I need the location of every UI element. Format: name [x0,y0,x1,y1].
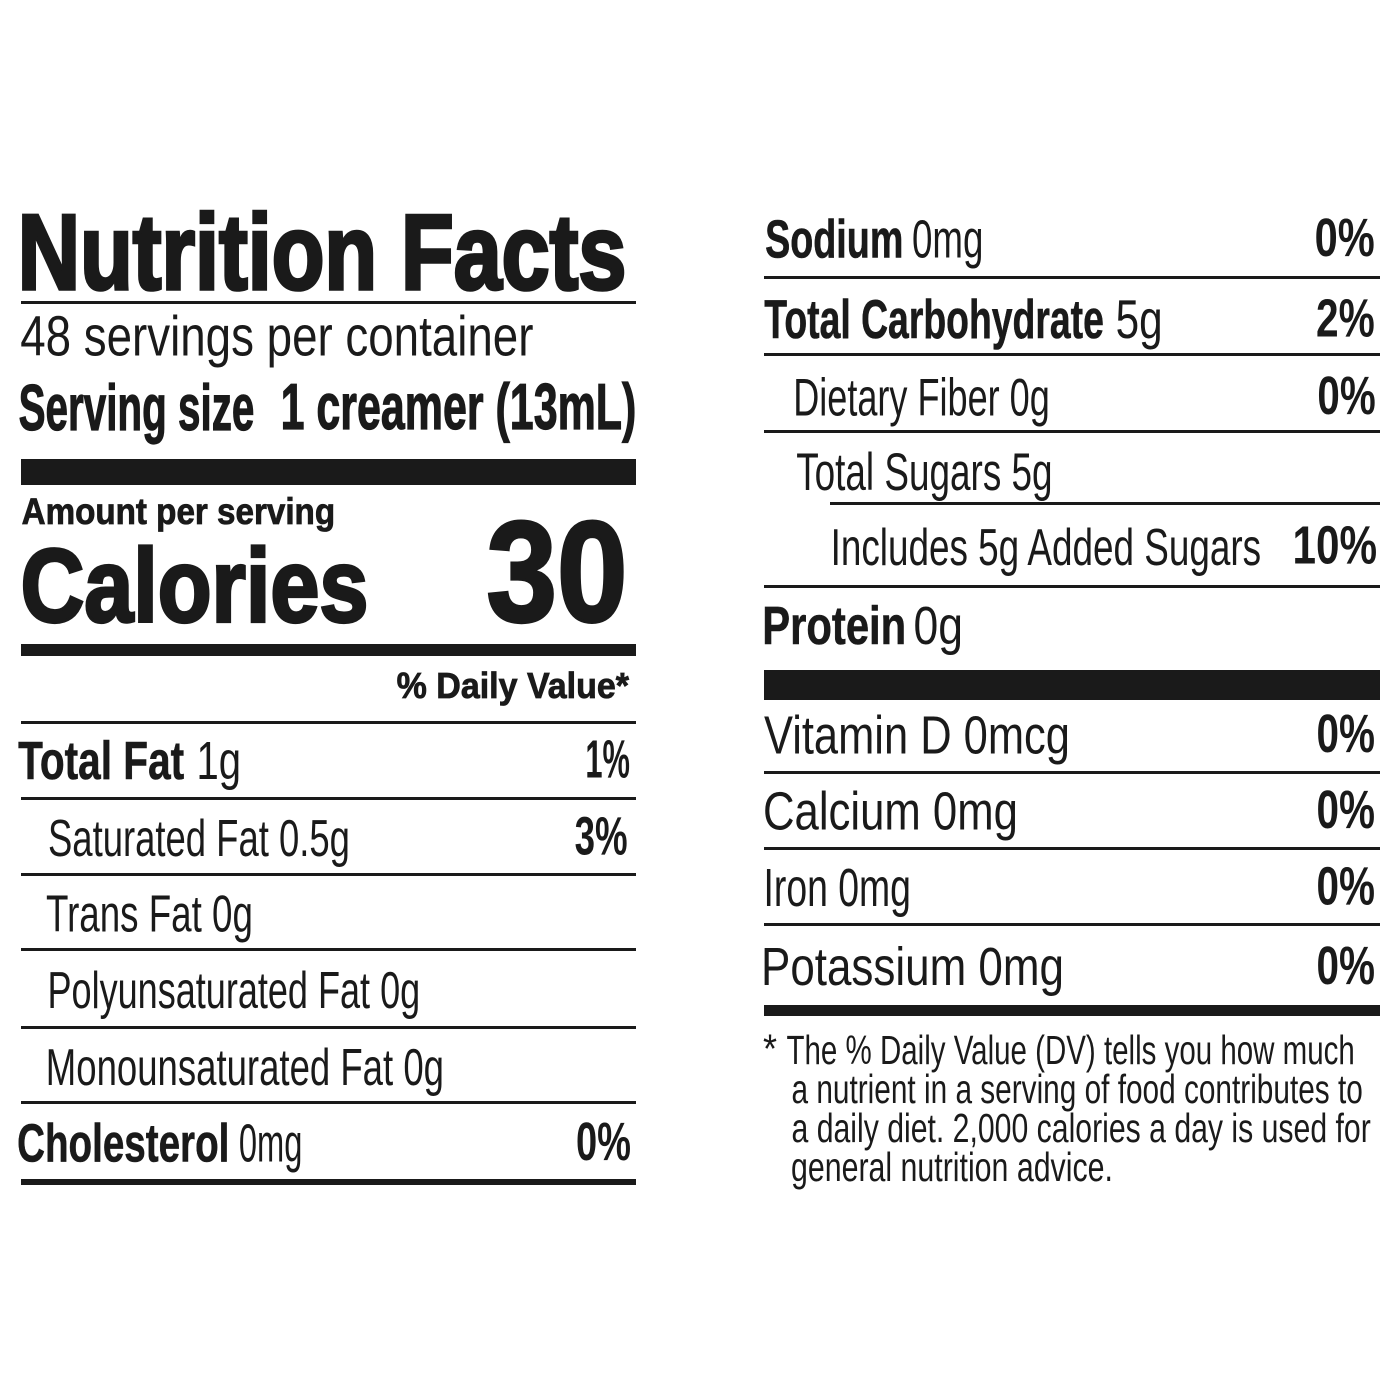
svg-text:0mg: 0mg [912,208,983,269]
svg-text:0%: 0% [1317,704,1376,764]
svg-text:Monounsaturated Fat 0g: Monounsaturated Fat 0g [46,1038,444,1097]
svg-text:0%: 0% [1317,780,1376,840]
svg-text:5g: 5g [1116,290,1163,351]
svg-text:30: 30 [487,492,628,652]
svg-text:The % Daily Value (DV) tells y: The % Daily Value (DV) tells you how muc… [787,1027,1355,1073]
svg-text:0%: 0% [1315,208,1375,269]
svg-text:1 creamer (13mL): 1 creamer (13mL) [281,370,637,443]
svg-text:Iron 0mg: Iron 0mg [764,857,911,917]
svg-text:48 servings per container: 48 servings per container [20,304,533,368]
svg-text:Amount per serving: Amount per serving [22,491,336,532]
svg-text:0%: 0% [576,1111,631,1171]
svg-text:2%: 2% [1316,289,1375,349]
svg-text:Polyunsaturated Fat 0g: Polyunsaturated Fat 0g [48,962,421,1020]
svg-text:Nutrition Facts: Nutrition Facts [18,192,627,312]
svg-text:Dietary Fiber 0g: Dietary Fiber 0g [793,368,1050,428]
svg-text:Total Carbohydrate: Total Carbohydrate [764,288,1104,350]
svg-text:0g: 0g [914,596,964,656]
svg-text:Total Fat: Total Fat [18,732,184,792]
svg-text:1%: 1% [585,730,630,790]
svg-text:Potassium 0mg: Potassium 0mg [761,938,1064,997]
svg-text:general nutrition advice.: general nutrition advice. [791,1143,1113,1190]
svg-text:Trans Fat 0g: Trans Fat 0g [46,884,253,943]
svg-text:10%: 10% [1293,516,1378,576]
svg-text:3%: 3% [575,805,628,866]
svg-text:a daily diet. 2,000 calories a: a daily diet. 2,000 calories a day is us… [792,1104,1371,1151]
svg-text:Includes 5g Added Sugars: Includes 5g Added Sugars [831,518,1261,577]
svg-text:0%: 0% [1317,857,1376,917]
svg-text:Calcium 0mg: Calcium 0mg [763,782,1018,841]
svg-text:0%: 0% [1317,936,1376,996]
svg-text:Protein: Protein [762,596,906,656]
svg-text:Saturated Fat 0.5g: Saturated Fat 0.5g [48,809,350,868]
svg-text:Serving size: Serving size [19,372,255,444]
svg-text:Total Sugars 5g: Total Sugars 5g [796,442,1052,501]
svg-text:Cholesterol: Cholesterol [17,1113,229,1173]
svg-text:% Daily Value*: % Daily Value* [397,666,630,706]
svg-text:1g: 1g [197,731,242,791]
svg-text:0%: 0% [1317,366,1375,426]
svg-text:a nutrient in a serving of foo: a nutrient in a serving of food contribu… [792,1066,1363,1112]
svg-text:Calories: Calories [21,529,369,644]
svg-text:Sodium: Sodium [765,209,903,269]
svg-text:*: * [763,1026,777,1072]
svg-text:Vitamin D 0mcg: Vitamin D 0mcg [764,706,1070,765]
svg-text:0mg: 0mg [239,1114,302,1173]
